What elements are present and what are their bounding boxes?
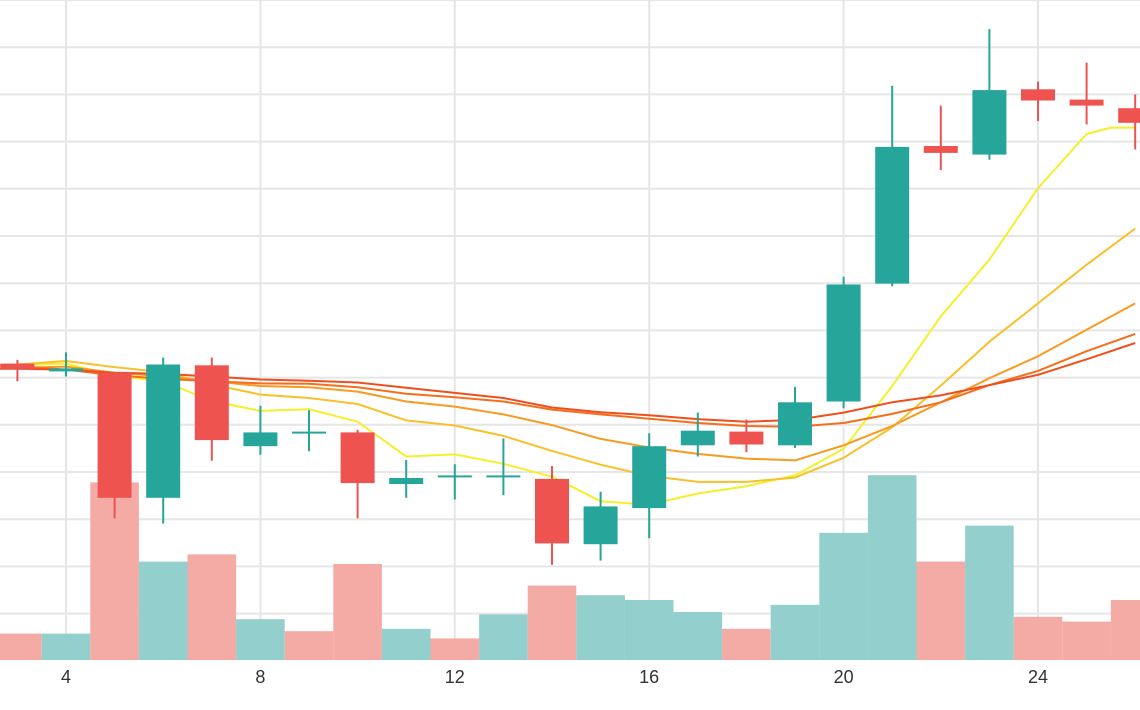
candle-body [292, 431, 326, 434]
volume-bar [284, 631, 334, 660]
volume-bar [770, 604, 820, 660]
candle-body [972, 90, 1007, 155]
volume-bar [916, 561, 966, 660]
volume-bar [138, 561, 188, 660]
candle-body [680, 430, 715, 446]
x-tick-label: 20 [834, 667, 854, 687]
volume-bar [381, 628, 431, 660]
candle-body [243, 432, 278, 447]
volume-bar [576, 595, 625, 660]
candle-body [340, 432, 375, 484]
volume-bar [187, 554, 237, 660]
volume-bar [479, 614, 528, 660]
volume-bar [722, 628, 771, 660]
x-tick-label: 12 [445, 667, 465, 687]
candles [0, 29, 1140, 565]
volume-bar [333, 564, 382, 660]
volume-bar [673, 612, 723, 660]
volume-bar [1013, 616, 1063, 660]
candle-body [583, 506, 618, 545]
candle-body [0, 363, 35, 370]
volume-bar [624, 600, 674, 660]
x-tick-label: 16 [639, 667, 659, 687]
candle-body [97, 372, 132, 498]
volume-bar [867, 475, 917, 660]
volume-bar [41, 633, 91, 660]
x-axis: 4 8 12 16 20 24 [61, 667, 1048, 687]
x-tick-label: 4 [61, 667, 71, 687]
candle-body [486, 475, 521, 478]
candle-body [535, 478, 569, 544]
volume-bar [1062, 621, 1111, 660]
candle-body [389, 478, 424, 484]
candle-body [729, 431, 764, 445]
volume-bars [0, 475, 1140, 660]
candle-body [1069, 99, 1104, 106]
candle-body [437, 475, 472, 478]
candle-body [146, 364, 181, 498]
candle-body [632, 446, 667, 509]
candle-body [778, 402, 812, 446]
candle-body [194, 365, 229, 441]
volume-bar [0, 633, 42, 660]
volume-bar [236, 619, 285, 660]
volume-bar [527, 585, 577, 660]
candle-body [49, 368, 83, 372]
candle-body [923, 146, 958, 153]
candle-body [875, 146, 910, 284]
x-tick-label: 8 [255, 667, 265, 687]
volume-bar [1110, 600, 1140, 660]
candle-body [826, 284, 861, 402]
volume-bar [965, 525, 1014, 660]
candle-body [1118, 108, 1140, 123]
candle-body [1021, 89, 1055, 101]
x-tick-label: 24 [1028, 667, 1048, 687]
volume-bar [430, 638, 480, 660]
volume-bar [819, 532, 868, 660]
